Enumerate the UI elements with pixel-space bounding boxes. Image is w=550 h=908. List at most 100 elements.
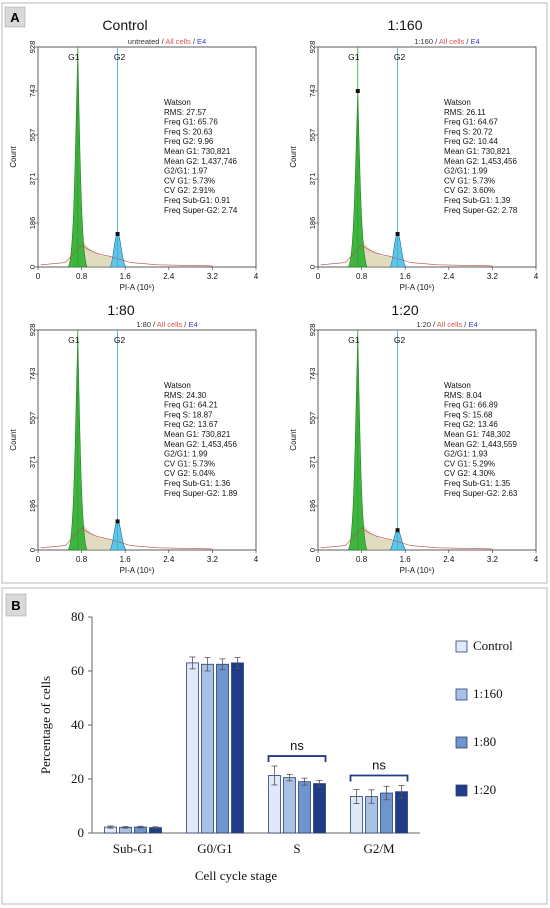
watson-stat-line: CV G2: 5.04% xyxy=(164,469,215,478)
g1-peak-marker xyxy=(355,89,360,93)
x-axis-label: Cell cycle stage xyxy=(195,868,278,883)
y-tick-label: 186 xyxy=(28,217,37,230)
gating-sep: / xyxy=(464,37,470,46)
bar xyxy=(186,662,199,834)
y-tick-label: 371 xyxy=(28,456,37,469)
significance-bracket xyxy=(349,774,409,782)
flow-panel-0: Control untreated / All cells / E4 928 743 5… xyxy=(9,17,259,292)
x-tick-label: 2.4 xyxy=(163,555,175,564)
y-tick-label: 928 xyxy=(308,324,317,337)
y-tick-label: 928 xyxy=(28,324,37,337)
watson-stat-line: Mean G1: 730,821 xyxy=(444,147,511,156)
y-tick-label: 0 xyxy=(78,825,85,840)
y-tick-label: 186 xyxy=(308,500,317,513)
y-tick-label: 743 xyxy=(308,85,317,98)
watson-stat-line: Freq Super-G2: 2.74 xyxy=(164,206,238,215)
bar-chart: 0 20 40 60 80 Percentage of cells Cell cycle s… xyxy=(38,609,513,883)
gate-label-g1: G1 xyxy=(68,335,80,345)
y-tick-label: 743 xyxy=(308,368,317,381)
watson-stat-line: Freq G2: 13.46 xyxy=(444,420,498,429)
flow-histogram-panels: Control untreated / All cells / E4 928 743 5… xyxy=(9,17,539,575)
flow-title: 1:80 xyxy=(107,302,134,318)
s-phase-area xyxy=(360,523,398,550)
x-tick-label: 4 xyxy=(534,272,539,281)
watson-stat-line: Freq Super-G2: 2.78 xyxy=(444,206,518,215)
x-tick-label: 1.6 xyxy=(120,272,132,281)
watson-stat-line: Freq G2: 13.67 xyxy=(164,420,218,429)
gating-sep: / xyxy=(433,37,439,46)
y-tick-label: 0 xyxy=(28,548,37,552)
y-axis-label: Count xyxy=(9,429,18,451)
y-axis-label: Count xyxy=(289,146,298,168)
watson-stat-line: CV G1: 5.29% xyxy=(444,459,495,468)
s-phase-area xyxy=(80,523,118,550)
watson-stat-line: Freq Sub-G1: 0.91 xyxy=(164,196,231,205)
x-tick-label: G0/G1 xyxy=(197,841,232,856)
gate-label-g1: G1 xyxy=(348,335,360,345)
watson-stat-line: Freq G2: 9.96 xyxy=(164,137,214,146)
histogram-envelope xyxy=(320,527,493,550)
bar xyxy=(231,662,244,834)
y-tick-label: 928 xyxy=(28,41,37,54)
gate-label-g2: G2 xyxy=(114,52,126,62)
g2-peak-marker xyxy=(395,528,400,533)
x-tick-label: 0 xyxy=(316,555,321,564)
watson-stat-line: Mean G2: 1,453,456 xyxy=(164,440,237,449)
x-tick-label: 4 xyxy=(534,555,539,564)
gating-sep: / xyxy=(431,320,437,329)
significance-label: ns xyxy=(372,757,386,772)
flow-title: Control xyxy=(102,17,147,33)
panel-a-frame xyxy=(1,2,548,584)
flow-panel-3: 1:201:20 / All cells / E4928743557371186… xyxy=(289,302,539,575)
gate-label-g1: G1 xyxy=(348,52,360,62)
watson-stat-line: Freq S: 20.63 xyxy=(164,127,213,136)
watson-stat-line: Freq G1: 64.21 xyxy=(164,401,218,410)
g2-peak-marker xyxy=(115,519,120,524)
watson-stat-line: RMS: 27.57 xyxy=(164,108,207,117)
gate-label-g2: G2 xyxy=(394,52,406,62)
plot-area xyxy=(37,46,257,268)
x-tick-label: 0 xyxy=(36,555,41,564)
legend-swatch xyxy=(455,784,468,797)
plot-area xyxy=(37,329,257,551)
g2-peak-marker xyxy=(395,232,400,236)
x-tick-label: 0 xyxy=(36,272,41,281)
flow-panel-2: 1:801:80 / All cells / E4 928 743 557 371 186… xyxy=(9,302,259,575)
legend-label: 1:80 xyxy=(473,734,496,749)
x-tick-label: 0.8 xyxy=(76,555,88,564)
panel-b-label-box xyxy=(5,593,27,617)
x-tick-label: 0.8 xyxy=(356,555,368,564)
watson-stat-line: Mean G1: 748,302 xyxy=(444,430,511,439)
watson-stat-line: RMS: 26.11 xyxy=(444,108,486,117)
x-tick-label: Sub-G1 xyxy=(113,841,153,856)
legend-swatch xyxy=(455,688,468,701)
x-tick-label: 0.8 xyxy=(356,272,368,281)
x-tick-label: 2.4 xyxy=(163,272,175,281)
gating-step: All cells xyxy=(157,320,183,329)
flow-title: 1:20 xyxy=(391,302,418,318)
histogram-envelope xyxy=(40,527,213,550)
watson-stat-line: Freq G2: 10.44 xyxy=(444,137,498,146)
gating-step: E4 xyxy=(188,320,197,329)
x-tick-label: S xyxy=(293,841,300,856)
watson-stat-line: RMS: 24.30 xyxy=(164,391,207,400)
y-axis-label: Percentage of cells xyxy=(38,676,53,774)
gating-path: 1:80 / All cells / E4 xyxy=(136,320,197,329)
gate-label-g2: G2 xyxy=(114,335,126,345)
legend-swatch xyxy=(455,640,468,653)
y-tick-label: 557 xyxy=(308,129,317,142)
gating-step: 1:160 xyxy=(414,37,433,46)
gating-step: All cells xyxy=(165,37,191,46)
watson-stat-line: Watson xyxy=(164,381,191,390)
y-tick-label: 20 xyxy=(71,771,84,786)
x-tick-label: 4 xyxy=(254,555,259,564)
watson-stat-line: CV G1: 5.73% xyxy=(164,176,215,185)
gating-path: untreated / All cells / E4 xyxy=(128,37,206,46)
watson-stat-line: Freq S: 15.68 xyxy=(444,410,493,419)
watson-stat-line: Freq S: 18.87 xyxy=(164,410,213,419)
watson-stat-line: Freq Sub-G1: 1.35 xyxy=(444,479,511,488)
gating-step: All cells xyxy=(437,320,463,329)
gating-step: 1:20 xyxy=(416,320,431,329)
